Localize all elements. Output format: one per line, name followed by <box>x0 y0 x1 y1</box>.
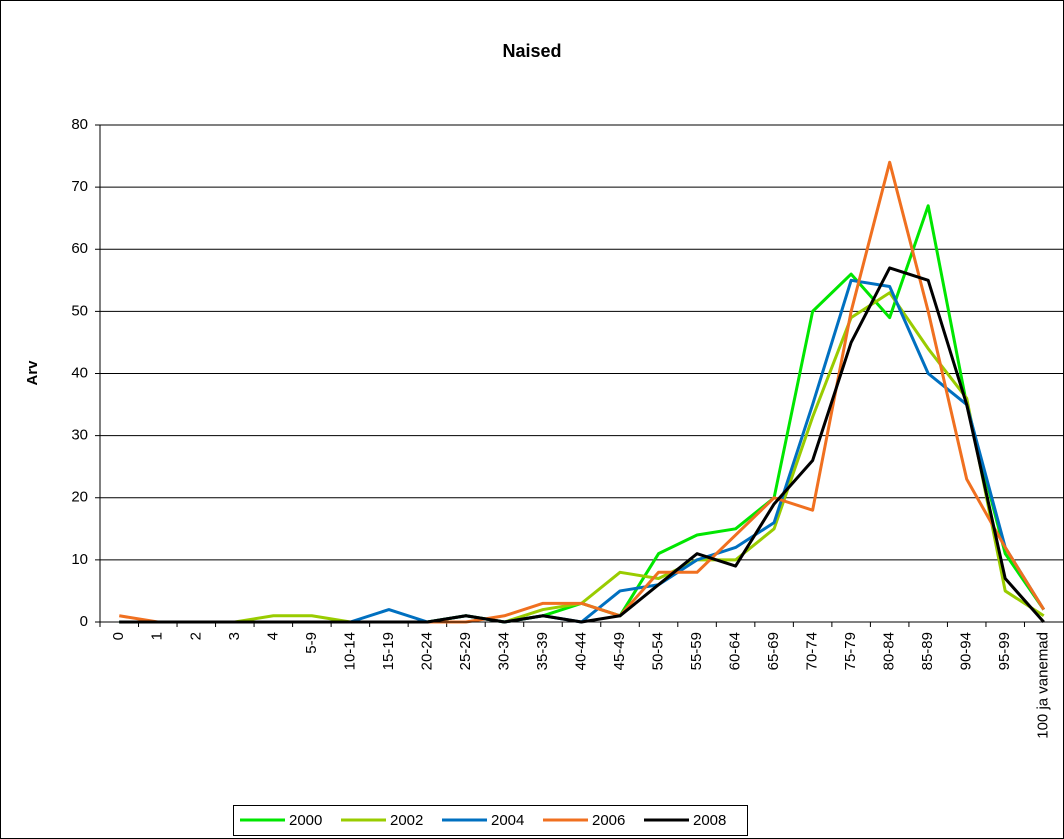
legend-label: 2000 <box>289 812 322 829</box>
y-tick-label: 70 <box>71 178 88 195</box>
x-tick-label: 80-84 <box>881 632 898 670</box>
x-tick-label: 85-89 <box>919 632 936 670</box>
x-tick-label: 50-54 <box>650 632 667 670</box>
legend-label: 2004 <box>491 812 524 829</box>
y-tick-label: 10 <box>71 551 88 568</box>
x-tick-label: 90-94 <box>958 632 975 670</box>
x-tick-label: 75-79 <box>842 632 859 670</box>
y-tick-label: 60 <box>71 240 88 257</box>
x-tick-label: 55-59 <box>688 632 705 670</box>
x-tick-label: 70-74 <box>804 632 821 670</box>
x-tick-label: 3 <box>226 632 243 640</box>
x-tick-label: 20-24 <box>418 632 435 670</box>
x-tick-label: 10-14 <box>341 632 358 670</box>
x-tick-label: 95-99 <box>996 632 1013 670</box>
x-tick-label: 15-19 <box>380 632 397 670</box>
x-tick-label: 5-9 <box>303 632 320 654</box>
y-tick-label: 30 <box>71 427 88 444</box>
legend-label: 2006 <box>592 812 625 829</box>
x-tick-label: 0 <box>110 632 127 640</box>
y-tick-label: 50 <box>71 302 88 319</box>
y-tick-label: 20 <box>71 489 88 506</box>
x-tick-label: 1 <box>149 632 166 640</box>
chart-title: Naised <box>502 41 561 61</box>
x-tick-label: 65-69 <box>765 632 782 670</box>
y-tick-label: 0 <box>80 613 88 630</box>
y-tick-label: 80 <box>71 116 88 133</box>
x-tick-label: 100 ja vanemad <box>1035 632 1052 739</box>
y-tick-label: 40 <box>71 364 88 381</box>
x-tick-label: 2 <box>187 632 204 640</box>
x-tick-label: 60-64 <box>727 632 744 670</box>
x-tick-label: 4 <box>264 632 281 640</box>
x-tick-label: 35-39 <box>534 632 551 670</box>
legend-label: 2002 <box>390 812 423 829</box>
legend-label: 2008 <box>693 812 726 829</box>
x-tick-label: 25-29 <box>457 632 474 670</box>
x-tick-label: 40-44 <box>572 632 589 670</box>
x-tick-label: 30-34 <box>495 632 512 670</box>
y-axis-label: Arv <box>24 360 41 386</box>
x-tick-label: 45-49 <box>611 632 628 670</box>
